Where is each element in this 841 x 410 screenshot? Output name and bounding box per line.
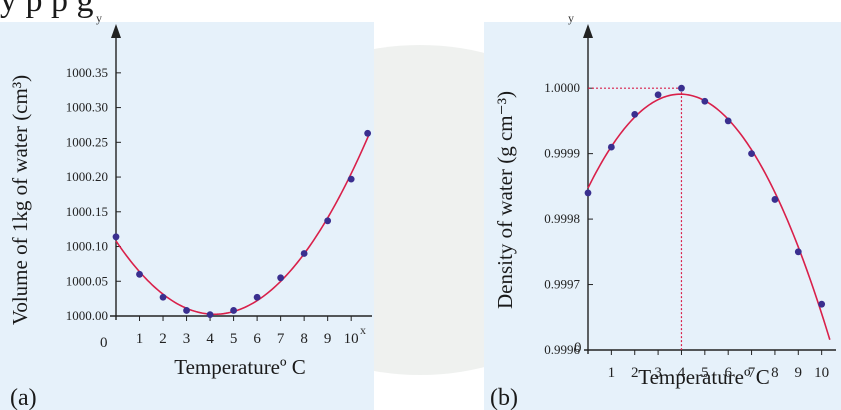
y-axis-label: Density of water (g cm⁻³) [493,91,517,309]
origin-label: 0 [574,340,582,356]
data-point [584,189,592,197]
data-point [654,91,662,99]
y-tick-label: 1000.20 [66,169,108,184]
x-tick-label: 5 [701,365,709,381]
x-tick-label: 9 [324,331,332,347]
y-tick-label: 0.9997 [544,277,580,292]
y-axis-label: Volume of 1kg of water (cm³) [8,75,32,325]
y-tick-label: 1000.10 [66,239,108,254]
y-axis-letter: y [568,11,574,25]
y-axis-arrow-icon [111,24,121,38]
data-point [748,150,755,158]
data-point [607,143,615,151]
data-point [347,175,355,183]
data-point [818,300,826,308]
x-tick-label: 9 [795,365,803,381]
data-point [701,97,709,105]
y-axis-letter: y [96,11,102,25]
data-point [794,248,802,256]
data-point [300,250,308,257]
data-point [159,293,167,301]
y-tick-label: 1000.30 [66,100,108,115]
x-axis-letter: x [360,323,366,337]
data-point [230,307,237,314]
chart-panel-a: y x 0 Volume of 1kg of water (cm³) Tempe… [0,11,374,410]
data-point [277,274,285,282]
x-tick-label: 3 [654,365,662,381]
x-tick-label: 1 [608,365,616,381]
page-header-strip: y p p g [0,0,841,22]
x-axis-label: Temperatureº C [638,365,770,389]
x-tick-label: 8 [771,365,779,381]
x-tick-label: 7 [748,365,756,381]
x-tick-label: 6 [724,365,732,381]
y-tick-label: 0.9996 [544,342,580,357]
x-tick-label: 10 [344,331,359,347]
x-tick-label: 8 [300,331,308,347]
panel-b-background [484,22,841,410]
x-tick-label: 2 [631,365,639,381]
x-tick-label: 10 [814,365,829,381]
data-point [136,270,143,278]
data-point [206,311,214,319]
origin-label: 0 [100,335,108,351]
y-tick-label: 1000.35 [66,65,108,80]
y-axis-arrow-icon [583,24,593,38]
data-point [724,117,732,125]
panel-a-tag: (a) [10,385,37,410]
panel-a-background [0,22,374,410]
x-tick-label: 6 [253,331,261,347]
data-point [183,307,190,314]
data-point [253,293,261,301]
x-tick-label: 5 [230,331,238,347]
y-tick-label: 1000.00 [66,308,108,323]
panel-b-tag: (b) [490,385,518,410]
chart-panel-b: y 0 Density of water (g cm⁻³) Temperatur… [484,11,841,410]
y-tick-label: 1000.25 [66,134,108,149]
y-tick-label: 0.9999 [544,146,580,161]
data-point [364,129,372,137]
y-tick-label: 0.9998 [544,211,580,226]
y-tick-label: 1000.05 [66,273,108,288]
y-tick-label: 1000.15 [66,204,108,219]
data-point [631,110,639,118]
data-point [678,84,685,92]
x-tick-label: 3 [183,331,191,347]
x-tick-label: 2 [159,331,167,347]
x-tick-label: 4 [206,331,214,347]
series-line [587,93,831,340]
header-text: y p p g [0,0,94,19]
x-tick-label: 1 [136,331,144,347]
data-point [771,196,779,203]
y-tick-label: 1.0000 [544,80,580,95]
x-axis-label: Temperatureº C [174,355,306,379]
data-point [112,233,120,241]
x-tick-label: 4 [678,365,686,381]
x-tick-label: 7 [277,331,285,347]
data-point [324,217,332,225]
